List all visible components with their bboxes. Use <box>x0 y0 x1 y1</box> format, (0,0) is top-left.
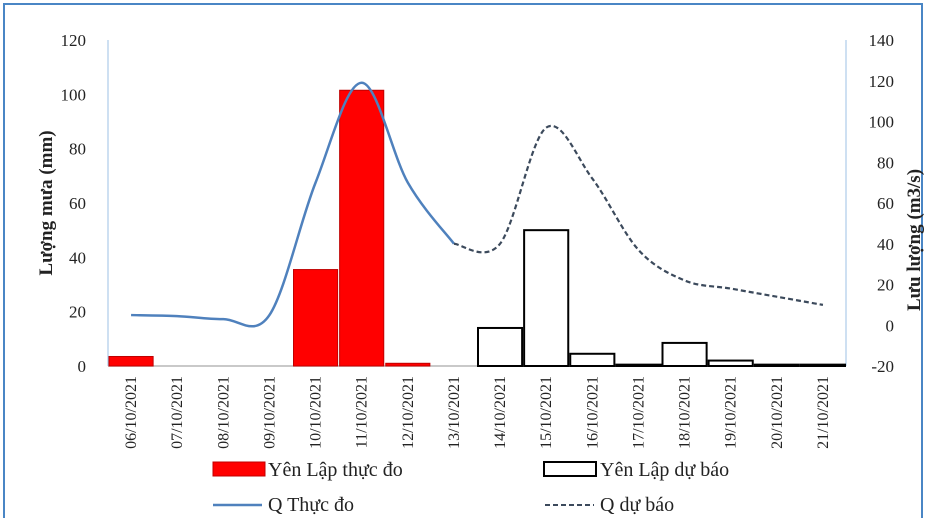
x-tick-label: 20/10/2021 <box>769 376 786 449</box>
y2-tick-label: 40 <box>877 235 894 254</box>
x-tick-label: 14/10/2021 <box>492 376 509 449</box>
y2-tick-label: 0 <box>886 316 895 335</box>
bar-yen-lap-thuc-do-4 <box>293 269 339 367</box>
right-tick-labels: -20 0 20 40 60 80 100 120 140 <box>869 31 895 376</box>
x-tick-labels: 06/10/2021 07/10/2021 08/10/2021 09/10/2021… <box>123 376 832 449</box>
y2-tick-label: 60 <box>877 194 894 213</box>
y-tick-label: 60 <box>69 194 86 213</box>
legend-swatch-yen-lap-du-bao <box>543 461 597 477</box>
legend-label-yen-lap-thuc-do: Yên Lập thực đo <box>268 459 403 481</box>
bar-yen-lap-thuc-do-0 <box>108 355 154 367</box>
x-tick-label: 07/10/2021 <box>169 376 186 449</box>
x-tick-label: 08/10/2021 <box>215 376 232 449</box>
bar-yen-lap-du-bao-13 <box>707 359 754 368</box>
x-tick-label: 19/10/2021 <box>723 376 740 449</box>
left-tick-labels: 0 20 40 60 80 100 120 <box>61 31 87 376</box>
chart-frame <box>3 3 923 518</box>
x-tick-label: 17/10/2021 <box>630 376 647 449</box>
y2-tick-label: 20 <box>877 276 894 295</box>
x-tick-label: 15/10/2021 <box>538 376 555 449</box>
x-tick-label: 13/10/2021 <box>446 376 463 449</box>
bar-yen-lap-du-bao-11 <box>615 363 662 367</box>
bar-yen-lap-du-bao-10 <box>569 352 616 367</box>
x-tick-label: 09/10/2021 <box>261 376 278 449</box>
bar-group <box>108 89 846 368</box>
y2-tick-label: -20 <box>871 357 894 376</box>
bar-yen-lap-du-bao-14 <box>753 363 800 367</box>
bar-yen-lap-du-bao-9 <box>523 229 570 367</box>
line-q-du-bao <box>453 124 824 306</box>
y-tick-label: 0 <box>78 357 87 376</box>
bar-yen-lap-du-bao-8 <box>477 326 524 368</box>
x-tick-label: 12/10/2021 <box>400 376 417 449</box>
legend-label-q-du-bao: Q dự báo <box>600 494 674 515</box>
line-q-thuc-do <box>131 81 455 328</box>
y-tick-label: 40 <box>69 248 86 267</box>
y-tick-label: 20 <box>69 303 86 322</box>
plot-area <box>107 40 847 367</box>
y2-tick-label: 80 <box>877 153 894 172</box>
bar-yen-lap-thuc-do-5 <box>339 89 385 367</box>
y2-tick-label: 140 <box>869 31 895 50</box>
y2-tick-label: 100 <box>869 113 895 132</box>
line-group <box>131 81 824 328</box>
x-tick-label: 16/10/2021 <box>584 376 601 449</box>
legend: Yên Lập thực đo Yên Lập dự báo Q Thực đo… <box>212 459 729 515</box>
x-tick-label: 11/10/2021 <box>354 376 371 448</box>
y-tick-label: 120 <box>61 31 87 50</box>
y-tick-label: 80 <box>69 140 86 159</box>
y-tick-label: 100 <box>61 85 87 104</box>
x-tick-label: 21/10/2021 <box>815 376 832 449</box>
y2-tick-label: 120 <box>869 72 895 91</box>
bar-yen-lap-du-bao-12 <box>661 341 708 367</box>
y-axis-right-title: Lưu lượng (m3/s) <box>904 169 925 311</box>
legend-label-q-thuc-do: Q Thực đo <box>268 494 354 515</box>
bar-yen-lap-thuc-do-6 <box>385 362 431 367</box>
legend-label-yen-lap-du-bao: Yên Lập dự báo <box>600 459 729 481</box>
y-axis-left-title: Lượng mưa (mm) <box>36 130 57 275</box>
bar-yen-lap-du-bao-15 <box>799 363 846 367</box>
x-tick-label: 18/10/2021 <box>677 376 694 449</box>
legend-swatch-yen-lap-thuc-do <box>212 461 266 477</box>
x-tick-label: 10/10/2021 <box>308 376 325 449</box>
x-tick-label: 06/10/2021 <box>123 376 140 449</box>
